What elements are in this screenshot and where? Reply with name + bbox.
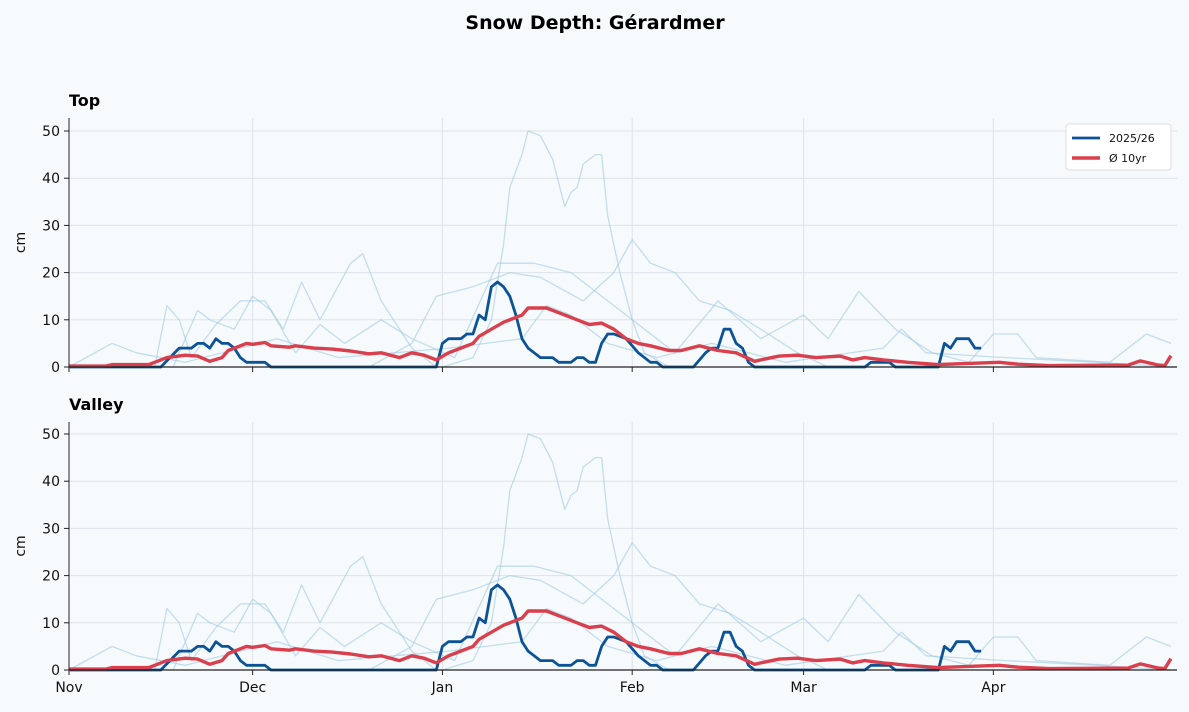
past-season-line [154,253,437,368]
legend-label: 2025/26 [1109,132,1155,145]
x-tick-label: Feb [620,680,645,696]
y-tick-label: 40 [42,474,60,490]
y-tick-label: 10 [42,313,60,329]
y-axis-label: cm [13,535,29,556]
past-season-line [154,556,437,671]
panel-valley: Valley 0 10 20 30 40 50 Nov Dec Jan Feb Mar Apr cm [13,395,1177,696]
current-season-line [69,280,982,369]
chart-title: Snow Depth: Gérardmer [465,12,725,34]
y-tick-label: 0 [51,663,60,679]
y-tick-label: 30 [42,218,60,234]
ten-year-average-line [69,609,1173,671]
y-tick-label: 0 [51,360,60,376]
past-season-line [368,541,829,671]
y-tick-label: 20 [42,266,60,282]
y-tick-label: 10 [42,616,60,632]
y-tick-label: 50 [42,124,60,140]
y-tick-label: 40 [42,171,60,187]
y-axis-label: cm [13,232,29,253]
legend: 2025/26 Ø 10yr [1065,123,1172,171]
past-season-line [368,238,829,368]
x-tick-label: Mar [790,680,817,696]
current-season-line [69,583,982,672]
past-season-line [172,262,1172,368]
x-tick-label: Nov [55,680,82,696]
past-season-line [442,130,670,368]
y-tick-label: 50 [42,427,60,443]
panel-title: Top [69,91,100,110]
x-tick-label: Apr [981,680,1005,696]
panel-title: Valley [69,395,124,414]
y-tick-label: 20 [42,569,60,585]
past-season-line [442,433,670,671]
y-tick-label: 30 [42,521,60,537]
past-season-line [172,565,1172,671]
x-tick-label: Dec [239,680,266,696]
x-tick-label: Jan [431,680,454,696]
legend-label: Ø 10yr [1109,152,1147,165]
ten-year-average-line [69,306,1173,368]
panel-top: Top 0 10 20 30 40 50 cm 2025/26 Ø 10yr [13,91,1177,376]
